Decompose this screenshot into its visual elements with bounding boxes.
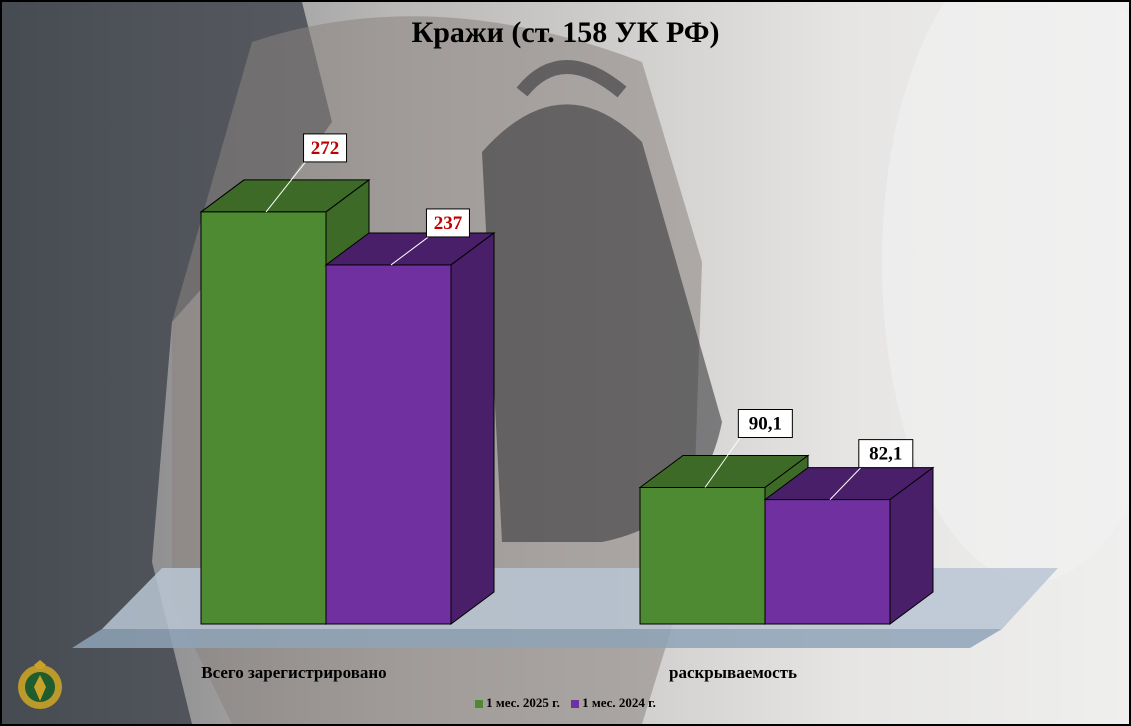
value-label-total-2025: 272 [311,138,340,159]
legend-item-2024: 1 мес. 2024 г. [571,695,656,711]
legend-swatch-2025 [475,700,484,709]
bar-total-2024 [324,231,496,625]
value-label-box-clearance-2024 [858,439,914,469]
category-label-total: Всего зарегистрировано [201,663,386,682]
value-label-clearance-2025: 90,1 [749,413,782,434]
value-label-box-total-2024 [425,208,470,238]
value-label-box-clearance-2025 [737,408,793,438]
bar-front-clearance-2025 [639,486,766,625]
leader-line-total-2025 [265,161,306,213]
bar-group [199,178,935,625]
leader-line-total-2024 [390,236,429,266]
bar-front-total-2025 [200,211,327,625]
bar-front-total-2024 [325,264,452,625]
prosecutor-emblem-icon [18,660,62,709]
chart-floor-front [72,629,1002,648]
category-label-clearance: раскрываемость [669,663,797,682]
legend-item-2025: 1 мес. 2025 г. [475,695,560,711]
legend: 1 мес. 2025 г. 1 мес. 2024 г. [2,695,1129,711]
value-label-total-2024: 237 [434,213,463,234]
bar-side-total-2024 [450,231,495,625]
leader-line-clearance-2025 [704,437,741,488]
legend-swatch-2024 [571,700,580,709]
legend-label-2024: 1 мес. 2024 г. [582,695,656,710]
chart-title: Кражи (ст. 158 УК РФ) [411,16,720,49]
value-label-clearance-2024: 82,1 [869,444,902,465]
bar-clearance-2024 [763,466,935,625]
leader-line-clearance-2024 [829,467,862,500]
legend-label-2025: 1 мес. 2025 г. [486,695,560,710]
value-label-box-total-2025 [303,133,348,163]
value-label-group: 272 237 90,1 82,1 [265,133,914,500]
bar-front-clearance-2024 [764,499,891,625]
